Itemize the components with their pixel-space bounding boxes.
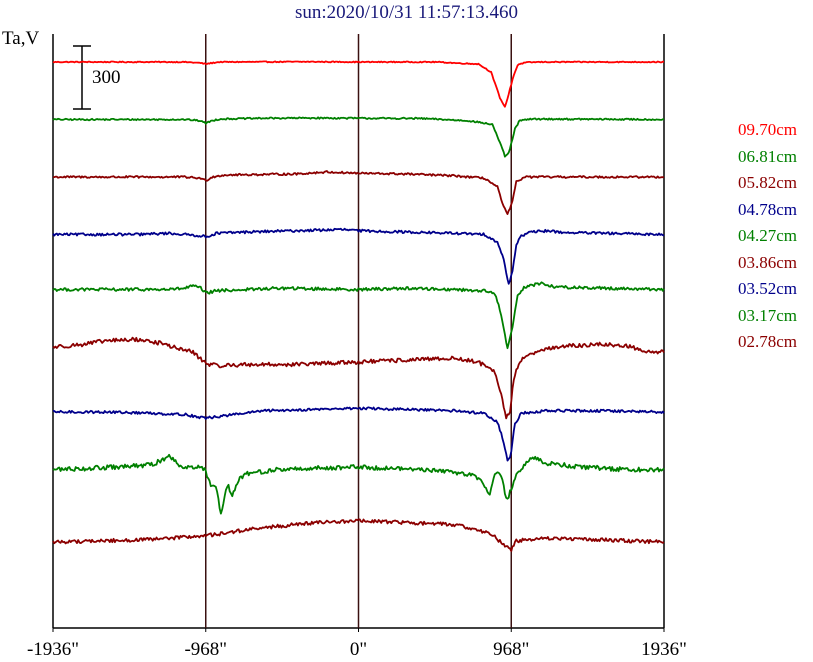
x-tick-label-3: 968" [493,639,529,660]
y-axis-label: Ta,V [2,28,40,49]
legend-item-0: 09.70cm [738,120,798,139]
series-line-04.27cm [52,281,665,350]
series-line-05.82cm [53,170,665,215]
series-lines [52,60,665,553]
series-line-02.78cm [52,518,665,553]
x-tick-label-2: 0" [350,639,367,660]
series-line-06.81cm [52,116,664,158]
x-tick-label-0: -1936" [27,639,79,660]
legend-item-6: 03.52cm [738,279,798,298]
legend-item-3: 04.78cm [738,199,798,219]
legend-item-4: 04.27cm [738,226,798,245]
vertical-marker-lines [205,34,512,628]
legend-item-5: 03.86cm [738,252,798,272]
series-line-03.86cm [52,336,665,420]
series-line-09.70cm [52,60,665,108]
chart-title: sun:2020/10/31 11:57:13.460 [294,2,519,23]
legend-item-7: 03.17cm [738,305,798,325]
x-tick-label-1: -968" [184,639,227,660]
x-tick-label-4: 1936" [641,639,687,660]
scale-bar-label: 300 [92,67,121,88]
series-line-03.52cm [52,406,665,462]
series-line-04.78cm [52,227,665,285]
scale-bar: 300 [73,45,121,110]
legend-item-8: 02.78cm [738,332,798,351]
series-line-03.17cm [52,453,665,515]
legend-item-2: 05.82cm [738,173,798,192]
x-axis-ticks: -1936" -968" 0" 968" 1936" [27,628,687,660]
legend-item-1: 06.81cm [738,146,798,166]
